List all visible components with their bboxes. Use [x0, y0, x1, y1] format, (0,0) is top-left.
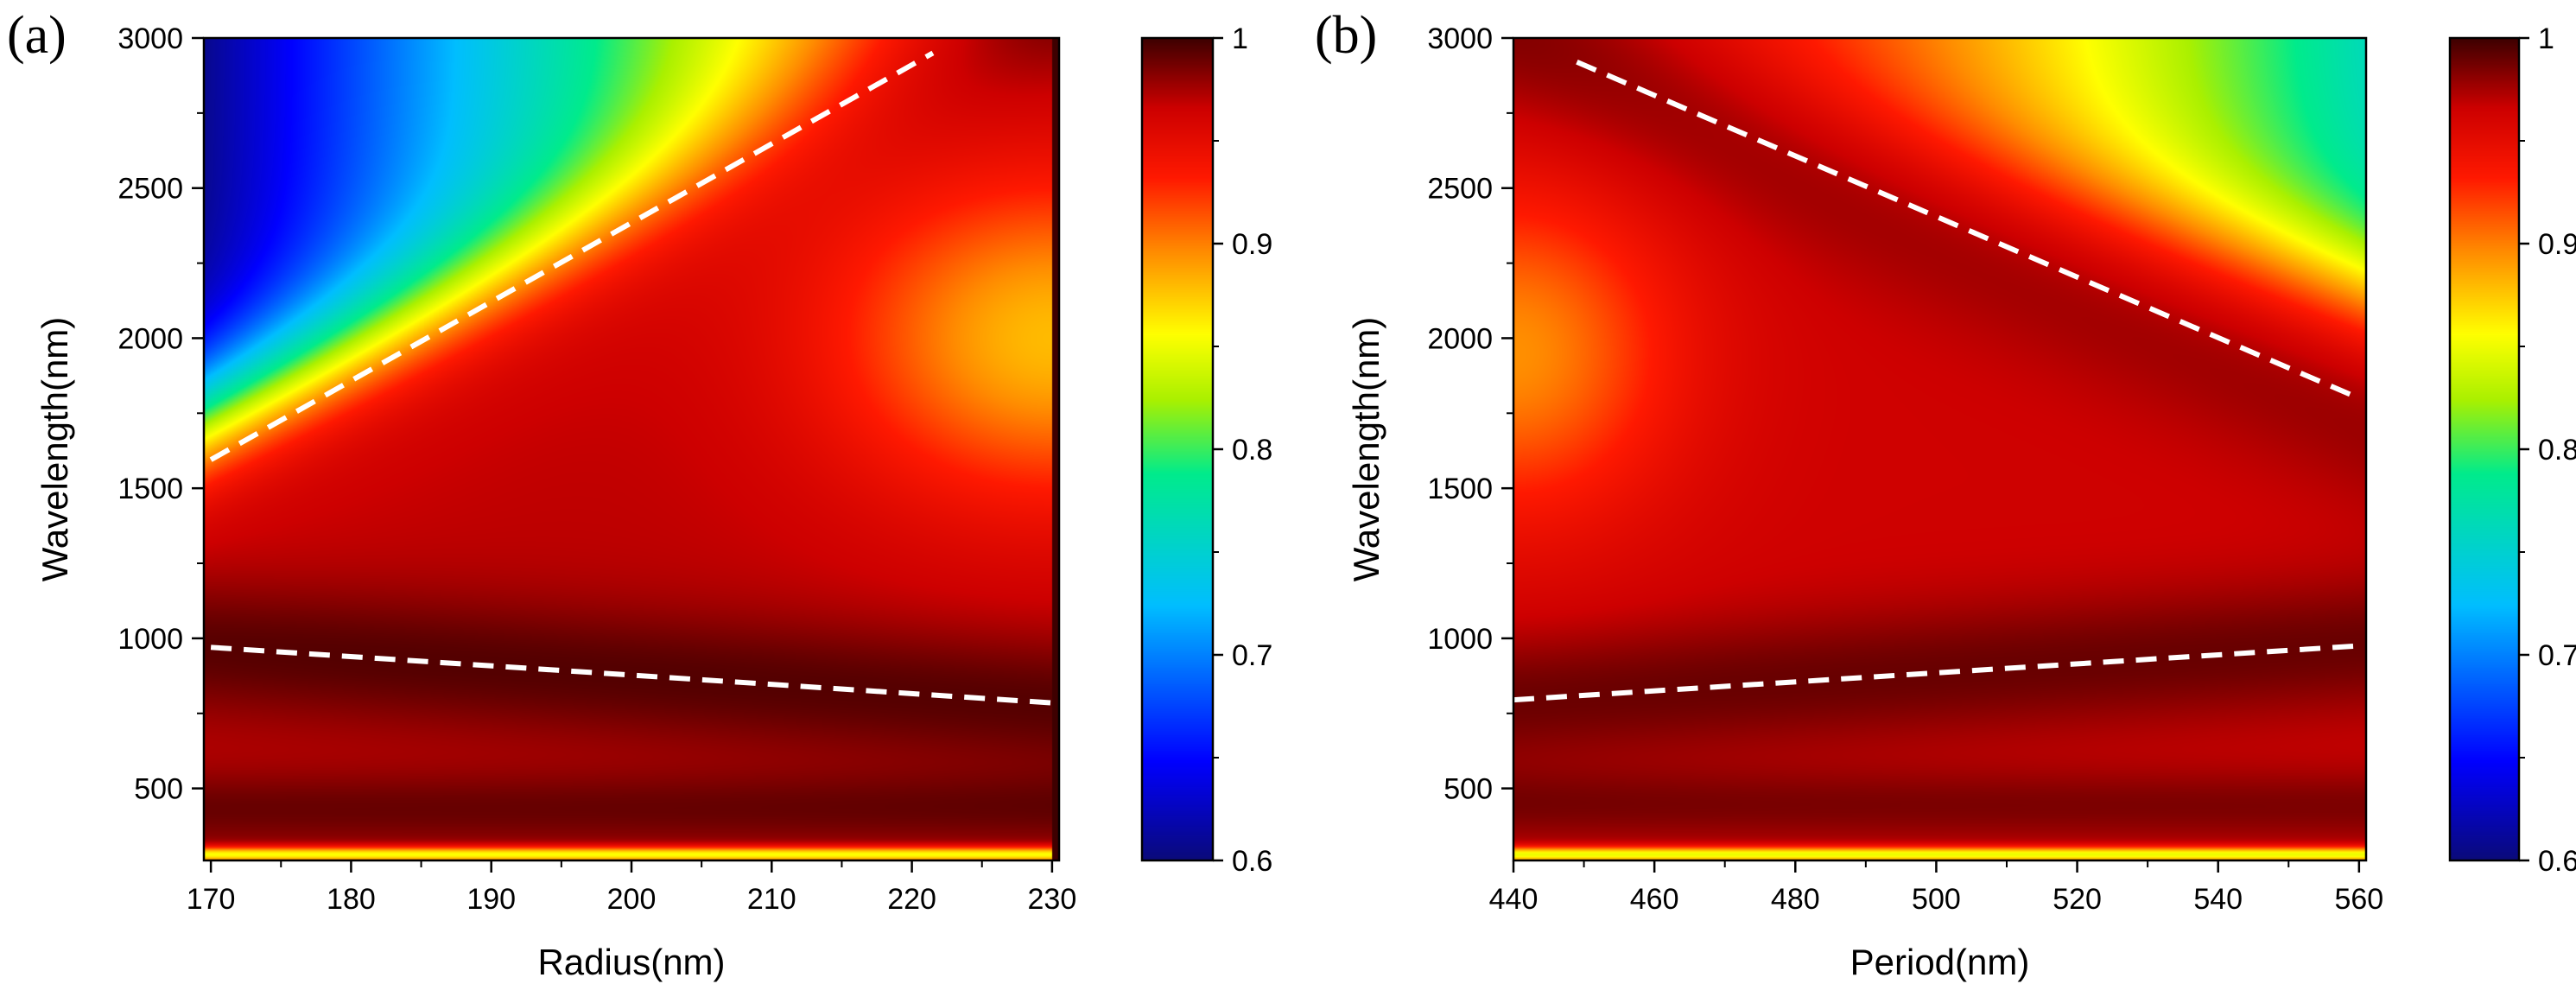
colorbar-a: [1142, 38, 1213, 860]
colorbar-tick-label-0-4: 1: [1232, 22, 1248, 55]
colorbar-tick-label-0-0: 0.6: [1232, 845, 1272, 878]
plot-frame-1: [1512, 36, 2368, 862]
y-axis-title-1: Wavelength(nm): [1346, 317, 1386, 582]
colorbar-b: [2450, 38, 2519, 860]
x-tick-label-1-0: 440: [1489, 883, 1539, 916]
x-tick-label-1-4: 520: [2053, 883, 2102, 916]
x-tick-label-1-2: 480: [1771, 883, 1820, 916]
colorbar-tick-label-0-3: 0.9: [1232, 228, 1272, 261]
colorbar-tick-label-1-0: 0.6: [2538, 845, 2576, 878]
x-tick-label-0-5: 220: [887, 883, 936, 916]
colorbar-frame-1: [2448, 36, 2521, 862]
heatmap-a: [204, 38, 1059, 860]
x-tick-label-0-4: 210: [747, 883, 796, 916]
y-tick-label-1-1: 1000: [1427, 623, 1493, 656]
y-tick-label-1-0: 500: [1443, 773, 1493, 806]
x-tick-label-0-2: 190: [466, 883, 516, 916]
colorbar-frame-0: [1140, 36, 1215, 862]
panel-label-a: (a): [7, 6, 67, 65]
colorbar-tick-label-1-1: 0.7: [2538, 639, 2576, 672]
colorbar-tick-label-1-4: 1: [2538, 22, 2554, 55]
y-tick-label-0-3: 2000: [117, 322, 183, 355]
y-tick-label-0-5: 3000: [117, 22, 183, 55]
y-tick-label-0-2: 1500: [117, 473, 183, 505]
y-tick-label-0-4: 2500: [117, 173, 183, 206]
y-tick-label-0-1: 1000: [117, 623, 183, 656]
colorbar-tick-label-1-2: 0.8: [2538, 434, 2576, 467]
y-tick-label-1-5: 3000: [1427, 22, 1493, 55]
y-tick-label-1-4: 2500: [1427, 173, 1493, 206]
x-tick-label-1-6: 560: [2334, 883, 2383, 916]
y-tick-label-1-3: 2000: [1427, 322, 1493, 355]
x-axis-title-1: Period(nm): [1850, 942, 2030, 982]
heatmap-b: [1513, 38, 2366, 860]
colorbar-tick-label-1-3: 0.9: [2538, 228, 2576, 261]
x-tick-label-0-3: 200: [607, 883, 657, 916]
dashed-line-0-1: [210, 644, 1053, 706]
x-axis-title-0: Radius(nm): [537, 942, 725, 982]
y-axis-title-0: Wavelength(nm): [35, 317, 75, 582]
y-tick-label-1-2: 1500: [1427, 473, 1493, 505]
x-tick-label-1-5: 540: [2193, 883, 2243, 916]
x-tick-label-1-3: 500: [1912, 883, 1961, 916]
plot-frame-0: [202, 36, 1061, 862]
y-tick-label-0-0: 500: [134, 773, 183, 806]
dashed-line-0-0: [209, 50, 935, 462]
x-tick-label-1-1: 460: [1630, 883, 1679, 916]
dashed-line-1-0: [1576, 60, 2361, 401]
x-tick-label-0-6: 230: [1028, 883, 1077, 916]
dashed-line-1-1: [1513, 643, 2360, 703]
colorbar-tick-label-0-1: 0.7: [1232, 639, 1272, 672]
x-tick-label-0-0: 170: [187, 883, 236, 916]
panel-label-b: (b): [1315, 6, 1378, 65]
colorbar-tick-label-0-2: 0.8: [1232, 434, 1272, 467]
x-tick-label-0-1: 180: [327, 883, 376, 916]
